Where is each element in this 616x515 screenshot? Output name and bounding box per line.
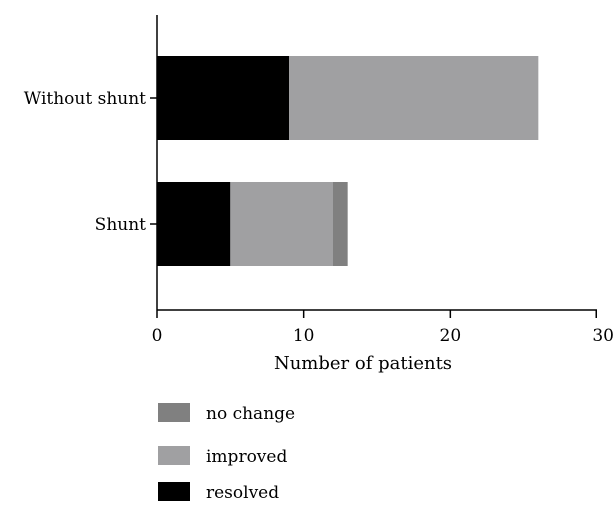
x-tick-label-0: 0 xyxy=(152,326,163,346)
legend-swatch-no-change xyxy=(158,403,190,422)
y-tick-label-without-shunt: Without shunt xyxy=(24,89,146,109)
legend: no change improved resolved xyxy=(158,403,295,503)
legend-swatch-improved xyxy=(158,446,190,465)
x-tick-marks xyxy=(156,310,597,318)
x-tick-label-30: 30 xyxy=(592,326,614,346)
legend-swatch-resolved xyxy=(158,482,190,501)
bar-without-shunt-improved xyxy=(289,56,539,140)
bar-without-shunt-resolved xyxy=(157,56,289,140)
x-tick-labels: 0 10 20 30 xyxy=(152,326,614,346)
legend-label-resolved: resolved xyxy=(206,483,279,503)
y-tick-marks xyxy=(150,97,157,225)
x-axis-title: Number of patients xyxy=(274,353,452,374)
y-tick-label-shunt: Shunt xyxy=(95,215,146,235)
bars-layer xyxy=(157,56,539,266)
legend-label-improved: improved xyxy=(206,447,287,467)
x-tick-label-20: 20 xyxy=(440,326,462,346)
bar-shunt-no-change xyxy=(333,182,348,266)
bar-shunt-improved xyxy=(230,182,333,266)
bar-shunt-resolved xyxy=(157,182,231,266)
x-tick-label-10: 10 xyxy=(293,326,315,346)
y-tick-labels: Without shunt Shunt xyxy=(24,89,146,235)
legend-label-no-change: no change xyxy=(206,404,295,424)
